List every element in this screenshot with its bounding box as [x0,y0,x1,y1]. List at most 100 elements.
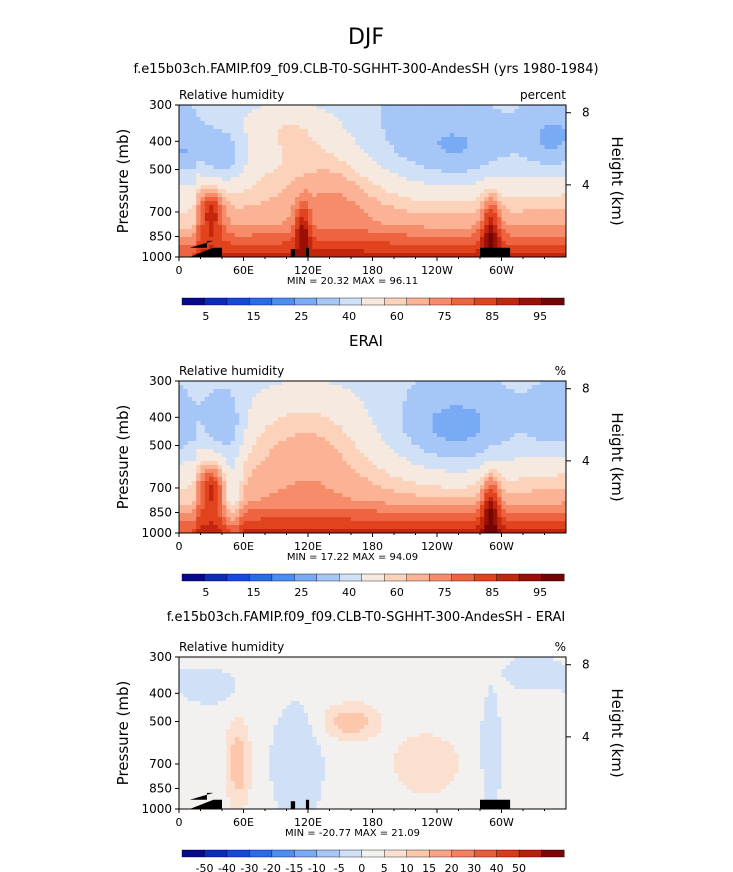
heatmap-cell [342,133,348,138]
heatmap-cell [209,413,214,418]
heatmap-cell [333,397,339,402]
heatmap-cell [209,245,214,250]
heatmap-cell [372,169,378,174]
heatmap-cell [338,233,343,238]
heatmap-cell [531,177,537,182]
heatmap-cell [548,201,554,206]
heatmap-cell [381,229,386,234]
heatmap-cell [286,125,292,130]
heatmap-cell [329,249,335,254]
heatmap-cell [475,233,481,238]
heatmap-cell [243,429,249,434]
heatmap-cell [548,121,554,126]
heatmap-cell [316,425,322,430]
heatmap-cell [548,133,554,138]
heatmap-cell [561,385,566,390]
heatmap-cell [368,141,374,146]
heatmap-cell [303,121,309,126]
heatmap-cell [419,205,425,210]
heatmap-cell [183,161,189,166]
heatmap-cell [295,173,300,178]
heatmap-cell [217,417,223,422]
heatmap-cell [252,165,257,170]
heatmap-cell [424,125,429,130]
heatmap-cell [523,161,528,166]
heatmap-cell [252,157,257,162]
heatmap-cell [432,213,438,218]
heatmap-cell [548,429,554,434]
heatmap-cell [295,181,300,186]
heatmap-cell [209,117,214,122]
heatmap-cell [303,109,309,114]
heatmap-cell [277,109,283,114]
heatmap-cell [329,241,335,246]
colorbar-label: 85 [485,310,499,323]
heatmap-cell [385,157,391,162]
heatmap-cell [247,385,253,390]
heatmap-cell [333,105,339,110]
heatmap-cell [553,169,558,174]
heatmap-cell [200,173,206,178]
heatmap-cell [226,217,232,222]
heatmap-cell [372,229,378,234]
heatmap-cell [256,117,262,122]
heatmap-cell [544,413,550,418]
heatmap-cell [346,225,352,230]
heatmap-cell [213,129,219,134]
heatmap-cell [234,209,240,214]
heatmap-cell [523,141,528,146]
heatmap-cell [256,209,262,214]
heatmap-cell [389,189,395,194]
heatmap-cell [368,105,374,110]
heatmap-cell [256,409,262,414]
heatmap-cell [518,209,524,214]
heatmap-cell [462,157,468,162]
heatmap-cell [230,105,236,110]
heatmap-cell [523,177,528,182]
heatmap-cell [260,197,266,202]
heatmap-cell [217,125,223,130]
heatmap-cell [471,193,477,198]
heatmap-cell [247,205,253,210]
heatmap-cell [217,113,223,118]
heatmap-cell [467,133,472,138]
heatmap-cell [505,237,511,242]
heatmap-cell [234,241,240,246]
heatmap-cell [510,137,515,142]
heatmap-cell [368,121,374,126]
heatmap-cell [269,397,275,402]
heatmap-cell [484,429,490,434]
heatmap-cell [548,405,554,410]
heatmap-cell [394,245,399,250]
heatmap-cell [191,109,197,114]
heatmap-cell [406,113,412,118]
heatmap-cell [376,437,382,442]
heatmap-cell [230,217,236,222]
heatmap-cell [355,217,361,222]
heatmap-cell [510,177,515,182]
heatmap-cell [419,133,425,138]
heatmap-cell [269,181,275,186]
heatmap-cell [385,249,391,254]
heatmap-cell [290,205,296,210]
heatmap-cell [527,413,533,418]
heatmap-cell [471,413,477,418]
heatmap-cell [492,233,498,238]
heatmap-cell [230,221,236,226]
heatmap-cell [535,153,541,158]
heatmap-cell [527,137,533,142]
heatmap-cell [312,153,318,158]
heatmap-cell [226,385,232,390]
heatmap-cell [406,249,412,254]
heatmap-cell [535,205,541,210]
heatmap-cell [381,117,386,122]
heatmap-cell [385,429,391,434]
heatmap-cell [286,389,292,394]
heatmap-cell [454,165,460,170]
heatmap-cell [299,245,305,250]
heatmap-cell [441,205,447,210]
heatmap-cell [372,185,378,190]
heatmap-cell [376,205,382,210]
heatmap-cell [445,389,451,394]
heatmap-cell [346,389,352,394]
